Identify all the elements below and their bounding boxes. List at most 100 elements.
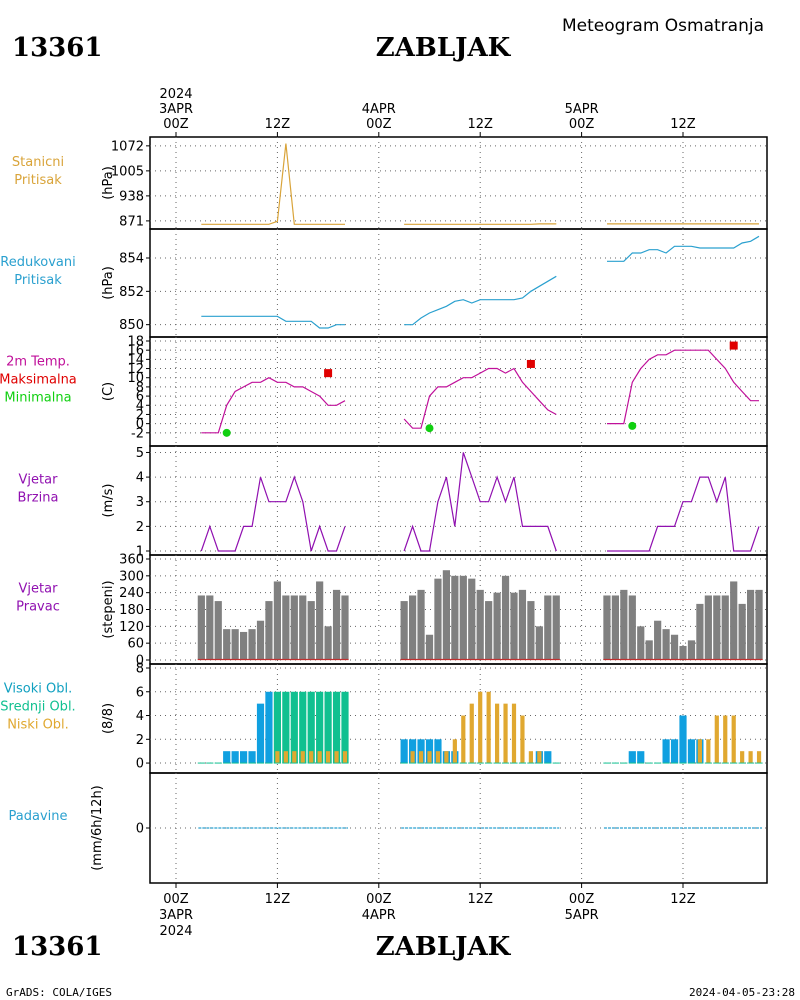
time-label-bottom-2: 4APR <box>362 908 396 923</box>
wind-dir-bar <box>206 595 214 660</box>
series-label-precipitation: Padavine <box>9 809 68 824</box>
cloud-mid-bar <box>670 739 679 764</box>
cloud-low-bar <box>537 751 542 764</box>
station-id-top: 13361 <box>12 33 102 63</box>
wind-dir-bar <box>662 629 670 660</box>
wind-dir-bar <box>527 601 535 660</box>
ytick-label-temperature: 6 <box>136 390 144 405</box>
wind-dir-bar <box>256 620 265 660</box>
ytick-label-wind_direction: 240 <box>119 586 144 601</box>
wind-dir-bar <box>603 595 611 660</box>
wind-dir-bar <box>341 595 349 660</box>
cloud-high-bar <box>332 691 341 764</box>
wind-dir-bar <box>425 634 434 660</box>
cloud-low-bar <box>300 751 305 764</box>
panel-frame-temperature <box>149 336 768 447</box>
cloud-low-bar <box>275 751 280 764</box>
series-label-station_pressure: Pritisak <box>14 173 62 188</box>
ylabel-clouds: (8/8) <box>101 703 116 734</box>
cloud-high-bar <box>273 691 281 764</box>
cloud-mid-bar <box>256 703 265 764</box>
ytick-label-wind_speed: 4 <box>136 471 144 486</box>
wind-dir-bar <box>434 578 442 660</box>
time-label-bottom-3: 12Z <box>467 892 493 907</box>
ytick-label-precipitation: 0 <box>136 822 144 837</box>
temperature-line-1 <box>403 367 557 429</box>
cloud-low-bar <box>714 715 719 764</box>
wind-dir-bar <box>670 634 679 660</box>
series-label-wind_speed: Brzina <box>18 491 59 506</box>
footer-timestamp: 2024-04-05-23:28 <box>689 986 795 999</box>
time-label-bottom-0: 3APR <box>159 908 193 923</box>
ytick-label-temperature: 14 <box>127 353 144 368</box>
cloud-low-bar <box>495 703 500 764</box>
wind-dir-bar <box>332 589 341 660</box>
cloud-low-bar <box>342 751 348 764</box>
tmax-marker-0 <box>324 369 333 378</box>
ytick-label-temperature: -2 <box>131 426 144 441</box>
time-label-bottom-4: 5APR <box>565 908 599 923</box>
cloud-low-bar <box>317 751 322 764</box>
ytick-label-temperature: 16 <box>127 344 144 359</box>
wind-dir-bar <box>468 578 476 660</box>
cloud-mid-bar <box>662 739 670 764</box>
series-label-temperature: Maksimalna <box>0 373 77 388</box>
cloud-low-bar <box>444 751 449 764</box>
time-label-top-2: 00Z <box>366 117 392 132</box>
wind-dir-bar <box>544 595 552 660</box>
time-label-top-4: 5APR <box>565 102 599 117</box>
cloud-low-bar <box>418 751 424 764</box>
reduced_pressure-line-0 <box>201 315 345 329</box>
wind-dir-bar <box>755 589 763 660</box>
ytick-label-wind_speed: 2 <box>136 520 144 535</box>
wind-dir-bar <box>501 575 510 660</box>
cloud-high-bar <box>341 691 349 764</box>
wind-dir-bar <box>687 640 696 660</box>
ylabel-temperature: (C) <box>101 382 116 401</box>
cloud-low-bar <box>756 751 762 764</box>
ylabel-reduced_pressure: (hPa) <box>101 266 116 300</box>
cloud-low-bar <box>461 715 466 764</box>
cloud-low-bar <box>478 691 483 764</box>
station-name-top: ZABLJAK <box>376 33 512 63</box>
product-title: Meteogram Osmatranja <box>562 16 764 36</box>
wind-dir-bar <box>282 595 290 660</box>
ytick-label-station_pressure: 1072 <box>111 139 144 154</box>
cloud-low-bar <box>292 751 297 764</box>
cloud-low-bar <box>435 751 441 764</box>
cloud-low-bar <box>520 715 525 764</box>
ytick-label-wind_direction: 300 <box>119 569 144 584</box>
temperature-line-2 <box>607 349 759 425</box>
series-label-clouds: Srednji Obl. <box>0 700 75 715</box>
ytick-label-reduced_pressure: 852 <box>119 285 144 300</box>
cloud-mid-bar <box>400 739 408 764</box>
cloud-low-bar <box>486 691 491 764</box>
panel-frame-station_pressure <box>149 136 768 230</box>
ytick-label-wind_speed: 3 <box>136 495 144 510</box>
wind-dir-bar <box>628 595 636 660</box>
time-label-top-2: 4APR <box>362 102 396 117</box>
cloud-mid-bar <box>265 691 273 764</box>
station_pressure-line-0 <box>201 143 345 225</box>
series-label-clouds: Niski Obl. <box>7 718 69 733</box>
ylabel-station_pressure: (hPa) <box>101 166 116 200</box>
wind-dir-bar <box>552 595 560 660</box>
series-label-reduced_pressure: Redukovani <box>0 255 75 270</box>
wind-dir-bar <box>518 589 527 660</box>
wind-dir-bar <box>459 575 467 660</box>
ytick-label-wind_direction: 180 <box>119 603 144 618</box>
wind-dir-bar <box>535 626 543 660</box>
wind-dir-bar <box>645 640 653 660</box>
ytick-label-wind_speed: 1 <box>136 545 144 560</box>
cloud-low-bar <box>511 703 517 764</box>
wind-dir-bar <box>485 601 493 660</box>
cloud-high-bar <box>316 691 324 764</box>
time-label-bottom-5: 12Z <box>670 892 696 907</box>
cloud-mid-bar <box>248 751 256 764</box>
cloud-low-bar <box>334 751 339 764</box>
panel-frame-wind_speed <box>149 445 768 556</box>
wind-dir-bar <box>442 570 450 660</box>
wind-dir-bar <box>409 595 417 660</box>
tmin-marker-1 <box>425 424 434 433</box>
